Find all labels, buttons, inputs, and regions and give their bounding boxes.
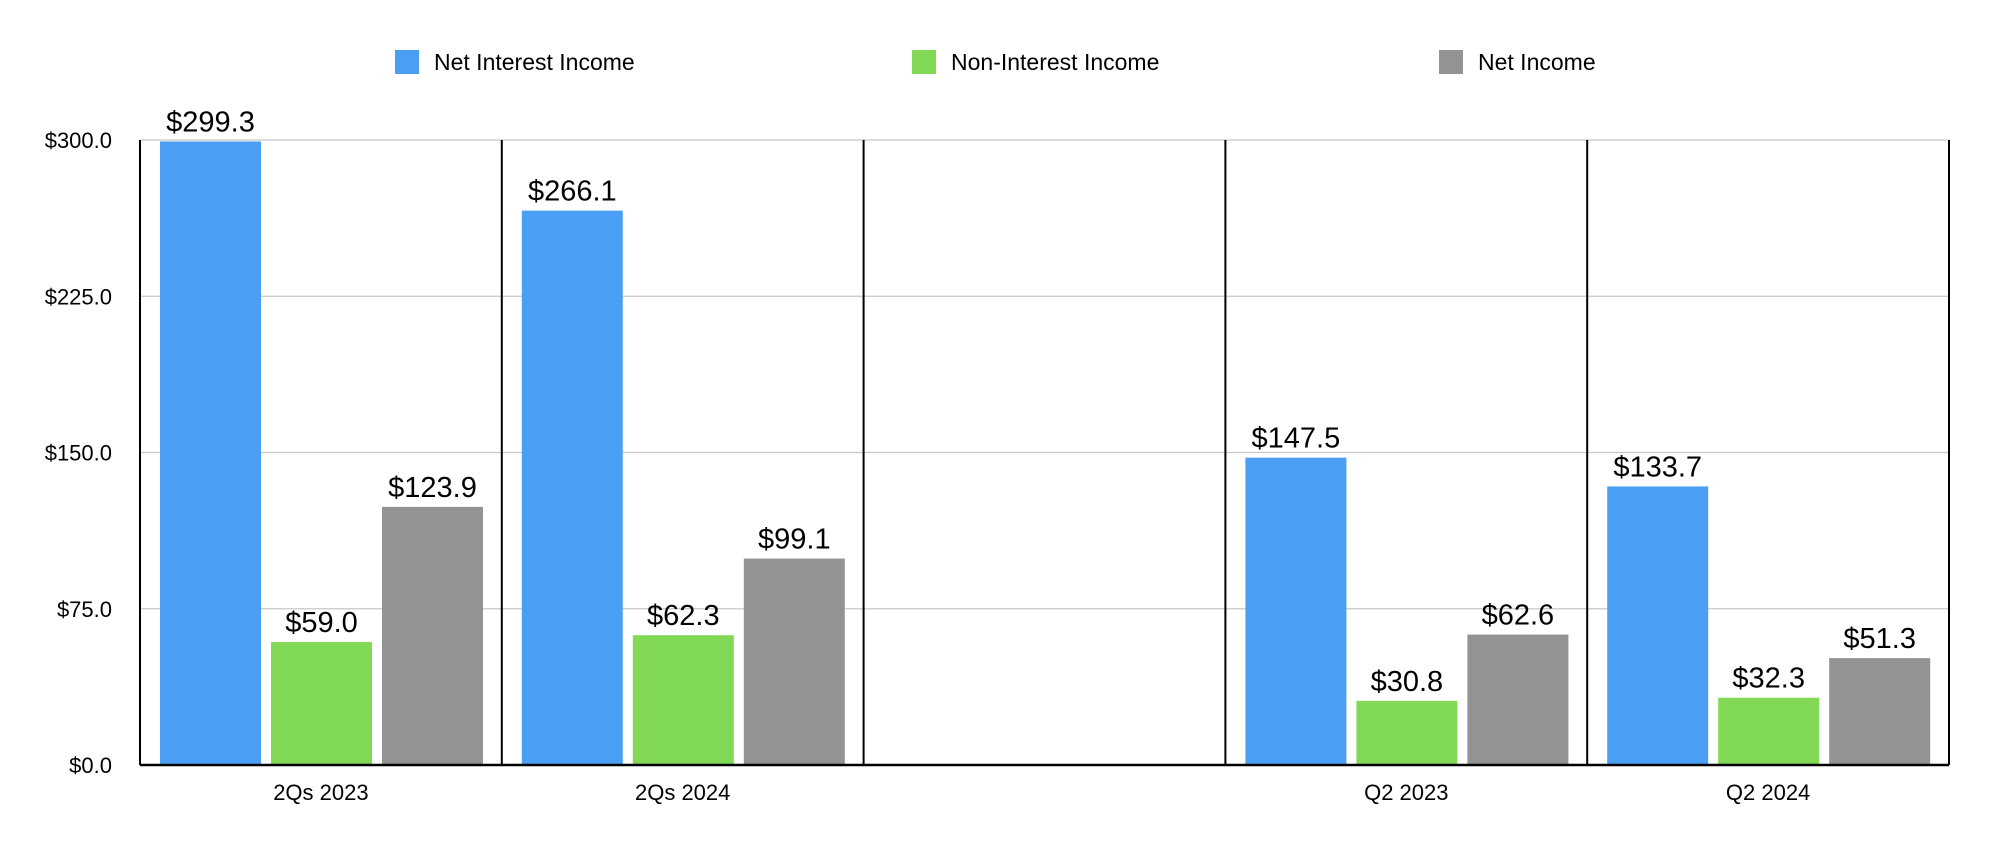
data-label: $299.3 bbox=[166, 106, 255, 138]
bar-1-3 bbox=[1356, 700, 1458, 765]
bar-2-0 bbox=[382, 506, 483, 765]
data-label: $59.0 bbox=[285, 607, 358, 639]
category-dividers bbox=[139, 140, 1950, 767]
bar-0-0 bbox=[160, 141, 261, 766]
data-label: $99.1 bbox=[758, 524, 831, 556]
data-label: $51.3 bbox=[1843, 623, 1916, 655]
bar-0-4 bbox=[1607, 486, 1709, 765]
x-tick-label: 2Qs 2024 bbox=[635, 780, 730, 805]
data-label: $123.9 bbox=[388, 472, 477, 504]
legend: Net Interest Income Non-Interest Income Ne… bbox=[395, 49, 1596, 75]
legend-swatch bbox=[912, 50, 936, 74]
bar-2-3 bbox=[1467, 634, 1569, 765]
data-label: $32.3 bbox=[1732, 663, 1805, 695]
data-label: $266.1 bbox=[528, 176, 617, 208]
y-tick-label: $75.0 bbox=[57, 597, 112, 622]
data-label: $133.7 bbox=[1613, 451, 1702, 483]
x-tick-label: Q2 2023 bbox=[1364, 780, 1448, 805]
bar-2-1 bbox=[743, 558, 845, 765]
data-label: $30.8 bbox=[1371, 666, 1444, 698]
data-label: $62.3 bbox=[647, 600, 720, 632]
y-tick-label: $150.0 bbox=[45, 441, 112, 466]
legend-item: Non-Interest Income bbox=[912, 49, 1159, 75]
legend-label: Net Income bbox=[1478, 49, 1596, 75]
x-tick-label: 2Qs 2023 bbox=[273, 780, 368, 805]
y-tick-label: $0.0 bbox=[69, 753, 112, 778]
legend-swatch bbox=[395, 50, 419, 74]
legend-swatch bbox=[1439, 50, 1463, 74]
bars bbox=[160, 141, 1931, 766]
bar-1-0 bbox=[271, 642, 372, 765]
legend-item: Net Income bbox=[1439, 49, 1596, 75]
bar-2-4 bbox=[1829, 658, 1931, 765]
legend-label: Net Interest Income bbox=[434, 49, 635, 75]
bar-1-4 bbox=[1718, 697, 1820, 765]
bar-1-1 bbox=[632, 635, 734, 765]
x-axis: 2Qs 2023 2Qs 2024 Q2 2023 Q2 2024 bbox=[273, 780, 1810, 805]
bar-0-1 bbox=[521, 210, 623, 765]
x-tick-label: Q2 2024 bbox=[1726, 780, 1810, 805]
data-label: $62.6 bbox=[1482, 600, 1555, 632]
bar-0-3 bbox=[1245, 457, 1347, 765]
legend-label: Non-Interest Income bbox=[951, 49, 1159, 75]
legend-item: Net Interest Income bbox=[395, 49, 635, 75]
y-tick-label: $300.0 bbox=[45, 128, 112, 153]
data-label: $147.5 bbox=[1252, 423, 1341, 455]
data-labels: $299.3 $59.0 $123.9 $266.1 $62.3 $99.1 $147.5 $… bbox=[166, 106, 1916, 697]
y-axis: $0.0 $75.0 $150.0 $225.0 $300.0 bbox=[45, 128, 112, 778]
y-tick-label: $225.0 bbox=[45, 284, 112, 309]
